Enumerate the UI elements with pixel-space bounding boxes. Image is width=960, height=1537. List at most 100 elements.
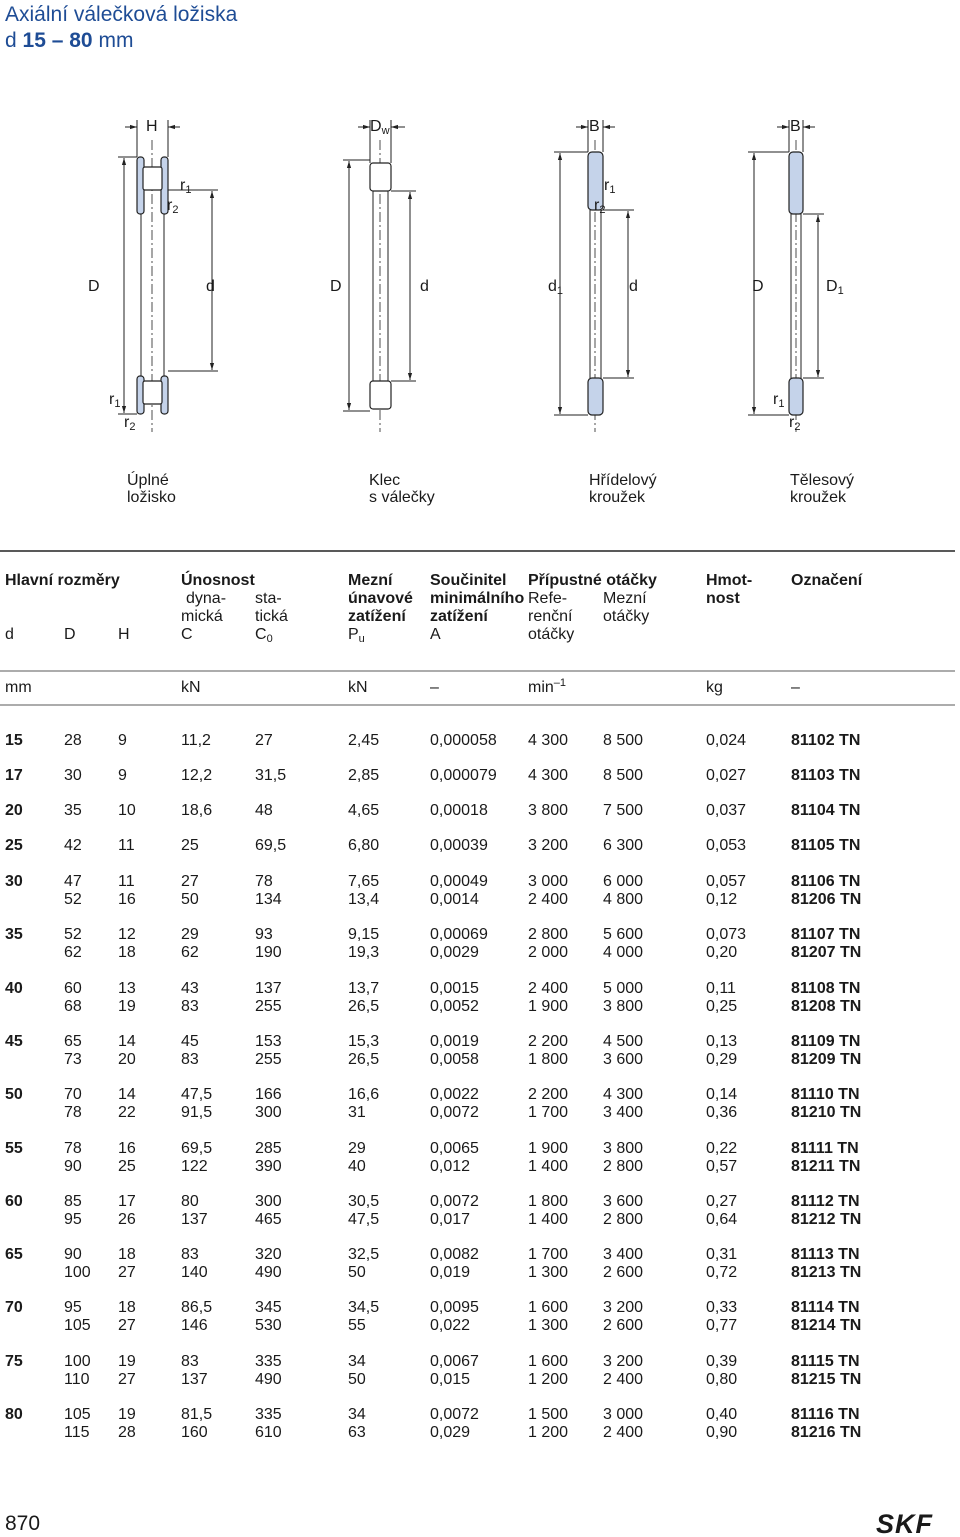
diagram-label: H <box>146 118 158 135</box>
diagram-caption: s válečky <box>369 489 435 506</box>
cell: 27 <box>118 1370 136 1388</box>
cell: 0,13 <box>706 1032 738 1050</box>
cell-designation: 81216 TN <box>791 1424 862 1441</box>
cell: 2 800 <box>603 1157 644 1175</box>
cell: 0,00039 <box>430 837 488 854</box>
diagram-label: B <box>589 118 600 135</box>
diagram-label-sub: 2 <box>172 204 179 216</box>
cell: 0,80 <box>706 1370 738 1388</box>
cell: 55 <box>348 1317 366 1335</box>
cell-bore: 17 <box>5 767 23 784</box>
cell: 14 <box>118 1086 136 1104</box>
cell-bore: 80 <box>5 1406 23 1423</box>
cell: 0,053 <box>706 837 747 854</box>
cell: 30 <box>64 767 82 784</box>
header-cell: únavové <box>348 590 413 607</box>
header-symbol: A <box>430 626 441 643</box>
header-symbol: d <box>5 626 14 643</box>
cell: 3 200 <box>603 1299 644 1317</box>
cell: 0,39 <box>706 1352 738 1370</box>
cell: 0,22 <box>706 1139 738 1157</box>
diagram-label: r1 <box>604 177 616 196</box>
cell: 0,33 <box>706 1299 738 1317</box>
cell: 0,015 <box>430 1370 471 1388</box>
cell: 1 200 <box>528 1370 569 1388</box>
cell: 0,64 <box>706 1210 738 1228</box>
cell: 95 <box>64 1299 82 1317</box>
cell: 47 <box>64 873 82 890</box>
cell: 100 <box>64 1352 91 1370</box>
cell: 95 <box>64 1210 82 1228</box>
cell: 1 900 <box>528 997 569 1015</box>
header-cell: Únosnost <box>181 572 255 589</box>
header-cell: sta- <box>255 590 282 607</box>
cell: 2 400 <box>603 1424 644 1441</box>
cell: 3 800 <box>528 802 569 819</box>
cell: 0,0015 <box>430 979 479 997</box>
cell: 0,0072 <box>430 1104 479 1122</box>
header-unit: kg <box>706 679 723 696</box>
cell: 530 <box>255 1317 282 1335</box>
cell-bore: 65 <box>5 1246 23 1264</box>
cell: 69,5 <box>181 1139 213 1157</box>
cell: 7,65 <box>348 873 380 890</box>
cell: 0,0082 <box>430 1246 479 1264</box>
cell: 0,0058 <box>430 1050 479 1068</box>
cell: 1 700 <box>528 1104 569 1122</box>
cell: 0,073 <box>706 926 747 944</box>
diagram-label-sub: 1 <box>609 184 616 196</box>
cell-bore: 40 <box>5 979 23 997</box>
cell: 68 <box>64 997 82 1015</box>
cell: 13,4 <box>348 891 380 908</box>
cell: 0,022 <box>430 1317 471 1335</box>
cell: 26,5 <box>348 997 380 1015</box>
cell-designation: 81214 TN <box>791 1317 862 1335</box>
cell-designation: 81215 TN <box>791 1370 862 1388</box>
cell: 69,5 <box>255 837 287 854</box>
cell: 18 <box>118 1246 136 1264</box>
cell: 1 800 <box>528 1192 569 1210</box>
cell: 2 800 <box>528 926 569 944</box>
cell: 0,0072 <box>430 1406 479 1423</box>
cell-designation: 81210 TN <box>791 1104 862 1122</box>
cell-bore: 35 <box>5 926 23 944</box>
cell: 0,019 <box>430 1264 471 1282</box>
cell: 146 <box>181 1317 208 1335</box>
diagram-label-sub: 2 <box>599 204 606 216</box>
cell: 1 300 <box>528 1317 569 1335</box>
cell: 110 <box>64 1370 90 1388</box>
header-cell: otáčky <box>528 626 575 643</box>
cell: 153 <box>255 1032 282 1050</box>
header-cell: otáčky <box>603 608 650 625</box>
cell: 25 <box>118 1157 136 1175</box>
header-symbol: H <box>118 626 130 643</box>
header-unit-sup: –1 <box>553 677 567 689</box>
diagram-caption: Klec <box>369 472 401 489</box>
diagram-label-sub: 2 <box>794 421 801 433</box>
cage-drawing <box>343 120 416 432</box>
cell: 3 000 <box>603 1406 644 1423</box>
cell: 15,3 <box>348 1032 380 1050</box>
cell-bore: 60 <box>5 1192 23 1210</box>
cell: 43 <box>181 979 199 997</box>
cell-designation: 81116 TN <box>791 1406 860 1423</box>
header-symbol-sub: u <box>358 633 365 645</box>
cell: 2 400 <box>603 1370 644 1388</box>
cell: 29 <box>348 1139 366 1157</box>
cell: 18 <box>118 944 136 962</box>
diagram-caption: ložisko <box>127 489 176 506</box>
cell-bore: 30 <box>5 873 23 890</box>
diagram-label-main: D <box>826 278 838 295</box>
cell: 0,29 <box>706 1050 738 1068</box>
cell: 2 600 <box>603 1317 644 1335</box>
cell-designation: 81115 TN <box>791 1352 860 1370</box>
cell: 0,0022 <box>430 1086 479 1104</box>
cell: 27 <box>118 1317 136 1335</box>
diagram-label-main: r <box>124 414 130 431</box>
header-unit: – <box>791 679 800 696</box>
cell: 30,5 <box>348 1192 380 1210</box>
cell: 91,5 <box>181 1104 213 1122</box>
cell: 1 200 <box>528 1424 569 1441</box>
cell-designation: 81112 TN <box>791 1192 860 1210</box>
cell: 137 <box>181 1370 208 1388</box>
